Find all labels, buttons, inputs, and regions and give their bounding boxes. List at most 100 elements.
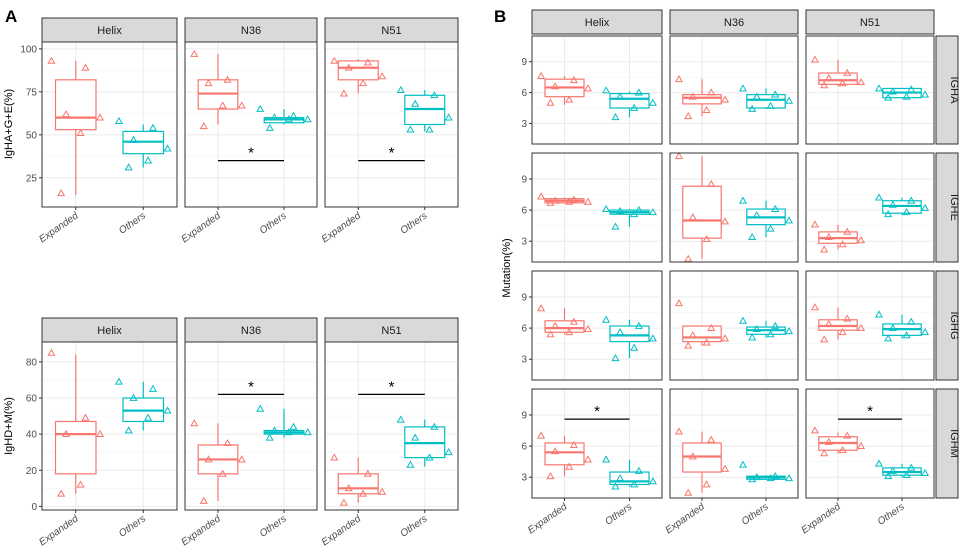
b-igha-helix-border: [531, 35, 663, 145]
b-row-strip-igha: [935, 35, 959, 145]
b-ighe-n51-point: [888, 200, 897, 208]
b-igha-n51-point: [838, 79, 847, 87]
b-ighe-n36-point: [748, 232, 757, 240]
b-ighg-n36-box-expanded: [682, 325, 722, 343]
a1-helix-strip-label: Helix: [97, 325, 122, 337]
b-ighg-helix-ytick-label: 3: [521, 355, 527, 366]
a1-helix-ytick-label: 60: [26, 394, 38, 405]
b-igha-helix-point: [602, 86, 611, 94]
b-ighm-n36-point: [707, 435, 716, 443]
a1-n51-strip: [324, 317, 459, 343]
a0-n51-point: [339, 89, 348, 97]
a1-n51-panel: N51 * Expanded Others: [320, 317, 459, 548]
a1-n51-point: [363, 469, 372, 477]
a0-n36-point: [218, 101, 227, 109]
b-ighm-helix-point: [634, 466, 643, 474]
b-ighm-n36-xtick-label: Others: [740, 501, 771, 527]
b-igha-helix-panel: 3 6 9: [521, 35, 663, 145]
b-strip-helix: [531, 9, 663, 35]
a1-n51-point: [396, 415, 405, 423]
b-igha-n36-point: [748, 104, 757, 112]
b-ighm-n51-point: [888, 466, 897, 474]
b-ighe-n51-point: [856, 235, 866, 244]
b-ighm-helix-xtick-label: Expanded: [526, 501, 570, 536]
b-ighe-n51-point: [874, 193, 884, 201]
a1-n51-xtick-label: Others: [399, 513, 430, 539]
a0-helix-strip-label: Helix: [97, 25, 122, 37]
a1-n36-point: [256, 404, 265, 412]
b-igha-helix-ytick-label: 9: [521, 57, 527, 68]
a1-n51-point: [411, 433, 420, 441]
b-ighe-n36-point: [688, 213, 697, 221]
a0-ylabel: IgHA+G+E(%): [3, 89, 15, 159]
b-ighe-n51-point: [838, 240, 847, 248]
b-ighe-helix-border: [531, 152, 663, 263]
b-igha-n36-point: [720, 95, 730, 103]
b-row-strip-label: IGHE: [948, 194, 960, 221]
a1-helix-ytick-label: 80: [26, 357, 38, 368]
b-ighg-n51-point: [856, 323, 866, 331]
b-ighg-n36-point: [684, 341, 693, 349]
b-igha-helix-ytick-label: 6: [521, 88, 527, 99]
b-igha-n51-point: [920, 90, 930, 98]
b-ighm-n51-point: [843, 431, 852, 439]
b-ighg-helix-point: [583, 324, 592, 333]
a1-n51-point: [339, 498, 348, 506]
a0-n36-point: [204, 79, 213, 87]
b-row-strip-ighg: [935, 270, 959, 381]
a0-helix-ytick-label: 25: [26, 173, 38, 184]
b-ighg-n51-point: [874, 310, 884, 318]
a0-n36-point: [237, 101, 246, 109]
b-ylabel: Mutation(%): [501, 238, 513, 297]
b-igha-n36-border: [669, 35, 799, 145]
b-ighe-helix-point: [565, 197, 574, 205]
b-row-strip-ighm: [935, 388, 959, 499]
b-igha-n36-point: [784, 96, 794, 104]
a0-helix-point: [76, 128, 85, 136]
b-igha-n36-point: [674, 74, 684, 83]
b-ighg-n51-point: [920, 328, 930, 336]
b-igha-n51-point: [888, 87, 897, 95]
b-ighg-helix-ytick-label: 6: [521, 324, 527, 335]
b-ighe-n36-point: [707, 179, 716, 188]
b-ighe-n51-panel: [805, 152, 935, 263]
a1-n36-xtick-label: Others: [258, 513, 289, 539]
b-ighm-n51-xtick-label: Expanded: [800, 501, 844, 536]
a1-n51-point: [358, 489, 368, 497]
b-igha-n36-point: [688, 92, 697, 100]
a0-n51-point: [358, 79, 368, 87]
b-ighm-helix-box-others: [609, 471, 650, 486]
b-ighm-n36-panel: Expanded Others: [664, 388, 799, 536]
a0-n51-point: [406, 125, 415, 133]
a0-helix-point: [114, 116, 124, 124]
b-ighg-n51-panel: [805, 270, 935, 381]
b-ighm-helix-point: [537, 431, 546, 439]
b-ighg-n36-point: [771, 321, 780, 329]
b-ighg-helix-point: [634, 321, 643, 329]
a1-n36-point: [303, 428, 312, 436]
b-ighg-helix-box-expanded: [544, 320, 585, 333]
b-ighe-helix-point: [634, 205, 643, 213]
b-ighm-n51-point: [856, 441, 866, 449]
a1-n51-point: [444, 447, 453, 456]
a0-n51-sig-star: *: [389, 145, 395, 162]
b-igha-helix-point: [630, 103, 639, 111]
b-ighm-helix-sig-star: *: [594, 403, 600, 420]
a0-n36-point: [199, 122, 208, 130]
b-ighg-n36-point: [674, 298, 684, 307]
b-igha-n51-box-expanded: [818, 72, 858, 85]
b-ighg-n36-point: [720, 334, 730, 342]
a1-helix-point: [61, 429, 71, 438]
b-igha-n36-point: [707, 88, 716, 96]
b-row-strip-label: IGHA: [948, 77, 960, 105]
b-ighm-helix-xtick-label: Others: [603, 501, 634, 527]
a0-n51-point: [363, 58, 372, 66]
b-ighe-n51-point: [843, 227, 852, 235]
a1-n36-point: [289, 422, 298, 430]
b-ighg-n51-point: [824, 319, 833, 327]
a1-n51-xtick-label: Expanded: [320, 513, 364, 548]
a0-helix-ytick-label: 100: [20, 44, 37, 55]
a0-n51-point: [330, 56, 339, 64]
b-ighe-helix-point: [630, 210, 639, 218]
a0-n51-box-expanded: [337, 60, 379, 81]
